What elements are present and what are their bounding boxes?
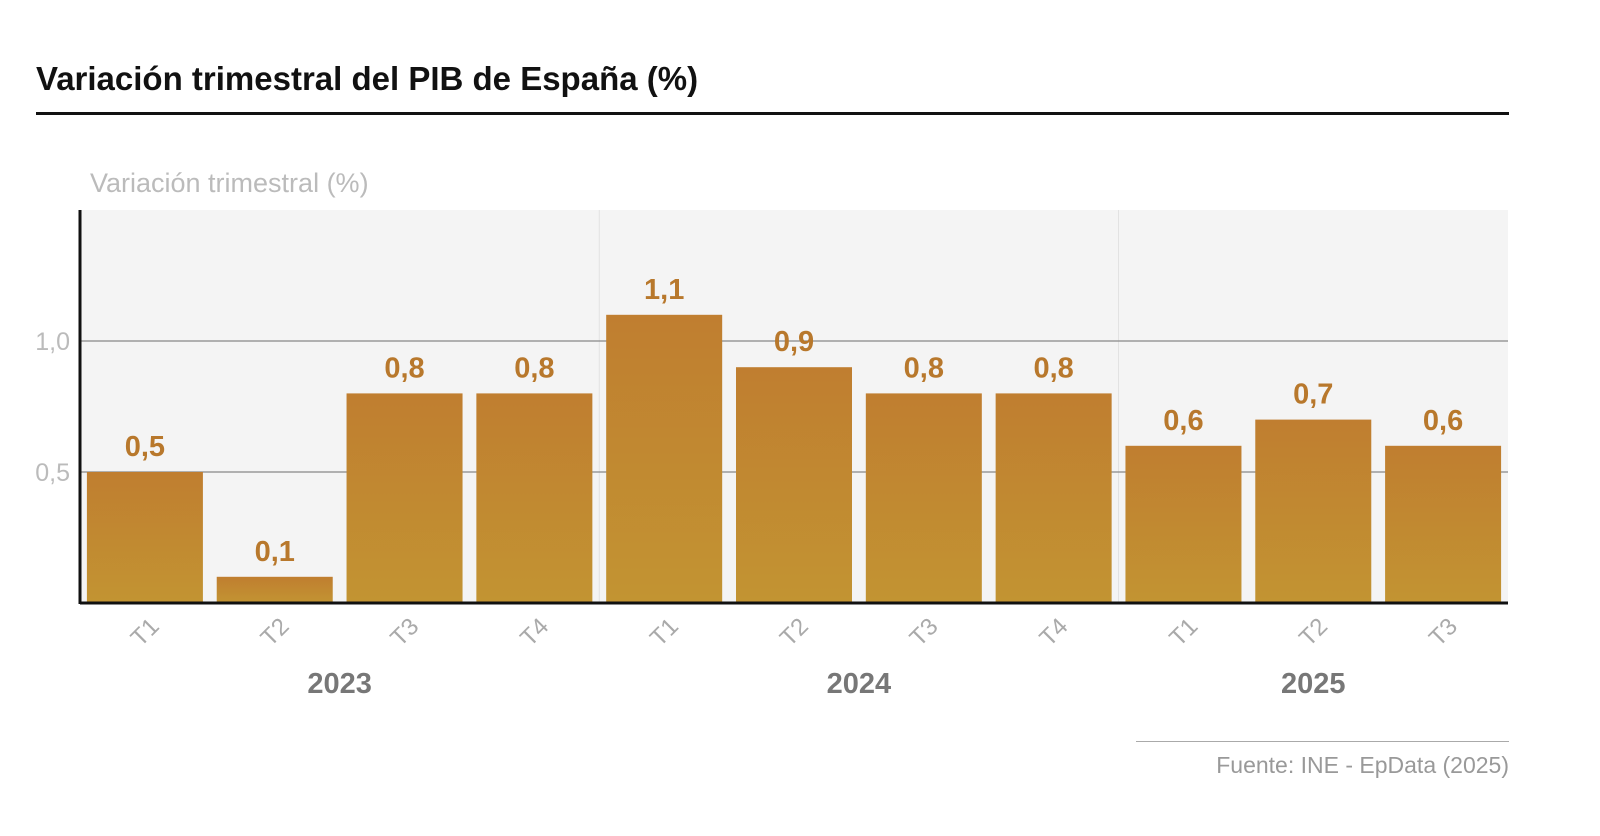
x-group-label: 2023 bbox=[307, 668, 372, 700]
bar bbox=[736, 367, 852, 603]
data-label: 0,7 bbox=[1293, 379, 1333, 411]
source-divider bbox=[1136, 741, 1509, 742]
x-tick-label: T4 bbox=[515, 613, 554, 652]
x-group-label: 2024 bbox=[827, 668, 892, 700]
data-label: 0,6 bbox=[1163, 405, 1203, 437]
chart-title: Variación trimestral del PIB de España (… bbox=[36, 60, 699, 97]
bar bbox=[1255, 419, 1372, 603]
data-label: 0,8 bbox=[904, 352, 944, 384]
bar bbox=[86, 472, 203, 603]
data-label: 0,8 bbox=[1033, 352, 1073, 384]
bar bbox=[1385, 445, 1502, 603]
data-label: 0,9 bbox=[774, 326, 814, 358]
bar bbox=[216, 576, 333, 603]
x-tick-label: T1 bbox=[1164, 613, 1203, 652]
data-label: 1,1 bbox=[644, 274, 684, 306]
x-tick-label: T2 bbox=[775, 613, 814, 652]
bar bbox=[1125, 445, 1242, 603]
x-tick-label: T2 bbox=[1294, 613, 1333, 652]
title-divider bbox=[36, 112, 1509, 115]
data-label: 0,8 bbox=[514, 352, 554, 384]
bar bbox=[995, 393, 1112, 603]
y-axis-label: Variación trimestral (%) bbox=[90, 168, 369, 198]
data-label: 0,6 bbox=[1423, 405, 1463, 437]
x-tick-label: T3 bbox=[1424, 613, 1463, 652]
data-label: 0,1 bbox=[255, 536, 295, 568]
bar bbox=[346, 393, 463, 603]
data-label: 0,5 bbox=[125, 431, 165, 463]
source-note: Fuente: INE - EpData (2025) bbox=[1216, 752, 1509, 778]
bar bbox=[606, 314, 723, 603]
bar bbox=[476, 393, 593, 603]
y-tick-label: 0,5 bbox=[35, 459, 70, 487]
x-tick-label: T3 bbox=[385, 613, 424, 652]
x-tick-label: T3 bbox=[905, 613, 944, 652]
x-group-label: 2025 bbox=[1281, 668, 1346, 700]
bar bbox=[865, 393, 982, 603]
x-tick-label: T4 bbox=[1035, 613, 1074, 652]
y-tick-label: 1,0 bbox=[35, 328, 70, 356]
x-tick-label: T1 bbox=[645, 613, 684, 652]
x-tick-label: T1 bbox=[126, 613, 165, 652]
data-label: 0,8 bbox=[384, 352, 424, 384]
x-tick-label: T2 bbox=[256, 613, 295, 652]
